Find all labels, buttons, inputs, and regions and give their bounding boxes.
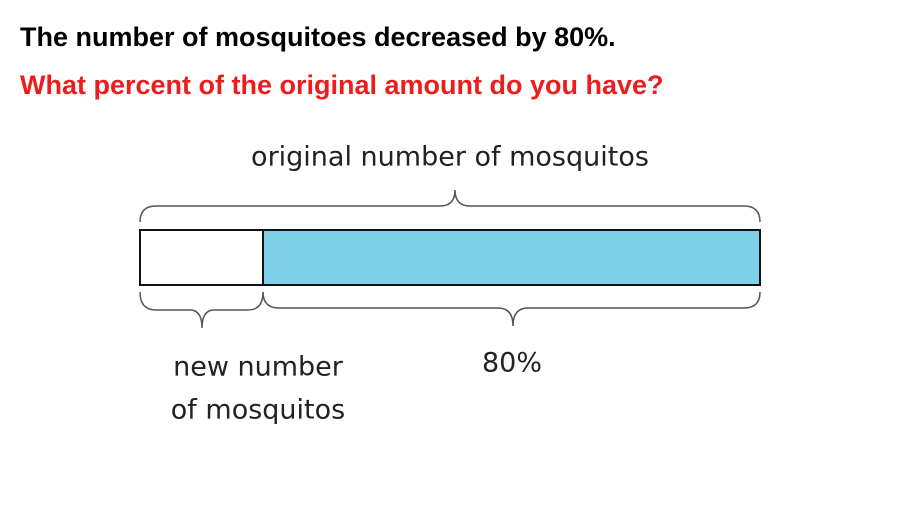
right-brace (262, 291, 761, 327)
left-label-line: of mosquitos (171, 395, 345, 426)
decrease-segment (262, 229, 761, 286)
prompt: What percent of the original amount do y… (20, 70, 664, 100)
top-label: original number of mosquitos (251, 142, 649, 173)
statement: The number of mosquitoes decreased by 80… (20, 22, 616, 52)
right-label: 80% (482, 348, 542, 379)
top-brace (139, 189, 761, 223)
remaining-segment (139, 229, 264, 286)
left-brace (139, 291, 264, 329)
left-label-line: new number (173, 352, 344, 383)
